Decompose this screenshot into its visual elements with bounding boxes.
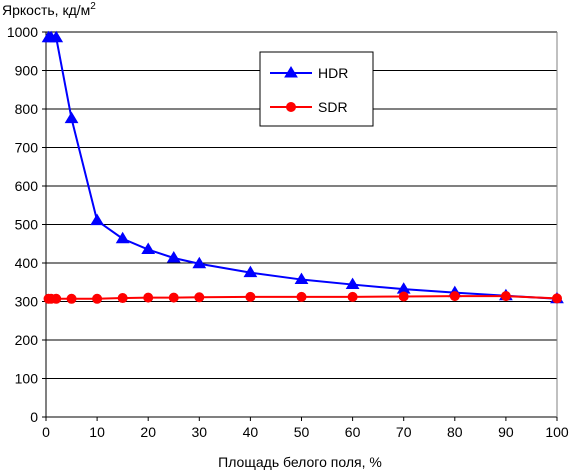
y-tick-label: 700 bbox=[15, 140, 39, 156]
data-point bbox=[192, 256, 207, 269]
data-point bbox=[66, 293, 77, 304]
y-tick-label: 300 bbox=[15, 294, 39, 310]
data-point bbox=[64, 111, 79, 124]
y-tick-label: 1000 bbox=[7, 24, 38, 40]
x-tick-label: 10 bbox=[89, 424, 105, 440]
x-tick-label: 20 bbox=[140, 424, 156, 440]
data-point bbox=[166, 251, 181, 263]
legend-label: SDR bbox=[318, 99, 348, 115]
data-point bbox=[194, 292, 205, 303]
data-point bbox=[117, 293, 128, 304]
y-tick-label: 400 bbox=[15, 255, 39, 271]
data-point bbox=[296, 291, 307, 302]
legend-label: HDR bbox=[318, 65, 348, 81]
series-group bbox=[41, 30, 564, 304]
x-tick-label: 70 bbox=[396, 424, 412, 440]
data-point bbox=[141, 242, 156, 255]
data-point bbox=[143, 292, 154, 303]
data-point bbox=[49, 30, 64, 43]
data-point bbox=[552, 293, 562, 304]
data-point bbox=[92, 293, 103, 304]
x-tick-label: 40 bbox=[243, 424, 259, 440]
data-point bbox=[243, 265, 258, 278]
legend-item-hdr: HDR bbox=[270, 65, 348, 81]
y-tick-label: 100 bbox=[15, 371, 39, 387]
data-point bbox=[398, 291, 409, 302]
y-tick-label: 200 bbox=[15, 332, 39, 348]
y-tick-labels: 0 100 200 300 400 500 600 700 800 900 1000 bbox=[7, 24, 38, 425]
legend-marker bbox=[286, 102, 296, 112]
x-tick-label: 100 bbox=[545, 424, 569, 440]
x-tick-label: 0 bbox=[42, 424, 50, 440]
series-line bbox=[48, 36, 558, 300]
y-tick-label: 600 bbox=[15, 178, 39, 194]
x-tick-label: 90 bbox=[498, 424, 514, 440]
y-tick-label: 500 bbox=[15, 217, 39, 233]
x-axis-label: Площадь белого поля, % bbox=[218, 454, 382, 470]
y-axis-label: Яркость, кд/м2 bbox=[2, 1, 96, 18]
x-tick-label: 50 bbox=[294, 424, 310, 440]
data-point bbox=[347, 291, 358, 302]
data-point bbox=[345, 277, 360, 290]
series-hdr bbox=[41, 30, 564, 304]
legend-marker bbox=[284, 66, 298, 78]
y-tick-label: 800 bbox=[15, 101, 39, 117]
legend-box bbox=[259, 51, 374, 127]
series-sdr bbox=[43, 291, 562, 304]
data-point bbox=[115, 231, 130, 244]
y-tick-label: 900 bbox=[15, 63, 39, 79]
x-tick-label: 80 bbox=[447, 424, 463, 440]
data-point bbox=[500, 291, 511, 302]
x-tick-label: 30 bbox=[192, 424, 208, 440]
data-point bbox=[294, 272, 309, 285]
data-point bbox=[168, 292, 179, 303]
series-line bbox=[48, 295, 558, 300]
x-tick-labels: 0 10 20 30 40 50 60 70 80 90 100 bbox=[42, 424, 569, 440]
axes bbox=[42, 31, 558, 421]
data-point bbox=[51, 293, 62, 304]
x-tick-label: 60 bbox=[345, 424, 361, 440]
data-point bbox=[90, 213, 104, 226]
legend: HDR SDR bbox=[259, 51, 374, 127]
y-tick-label: 0 bbox=[30, 409, 38, 425]
legend-item-sdr: SDR bbox=[270, 99, 348, 115]
data-point bbox=[245, 291, 256, 302]
data-point bbox=[449, 291, 460, 302]
